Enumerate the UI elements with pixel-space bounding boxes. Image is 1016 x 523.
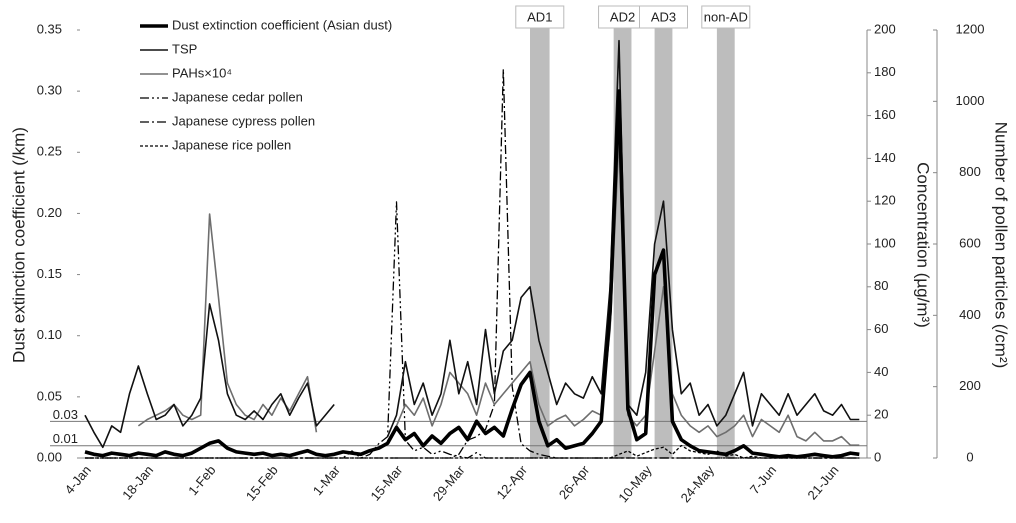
period-label: non-AD bbox=[704, 9, 748, 24]
y2-tick-label: 20 bbox=[874, 407, 888, 422]
x-tick-label: 4-Jan bbox=[62, 462, 94, 497]
y3-tick-label: 800 bbox=[959, 164, 981, 179]
legend-label: TSP bbox=[172, 41, 197, 56]
series-line bbox=[84, 89, 860, 459]
x-tick-label: 1-Feb bbox=[185, 462, 218, 498]
y2-tick-label: 200 bbox=[874, 21, 896, 36]
y2-tick-label: 80 bbox=[874, 278, 888, 293]
y2-tick-label: 120 bbox=[874, 193, 896, 208]
x-tick-label: 15-Mar bbox=[367, 462, 405, 504]
x-tick-label: 12-Apr bbox=[493, 462, 530, 502]
y-tick-label: 0.35 bbox=[37, 21, 62, 36]
y3-tick-label: 1200 bbox=[956, 21, 985, 36]
period-span bbox=[530, 28, 550, 458]
series-line bbox=[137, 136, 860, 446]
y-tick-label: 0.05 bbox=[37, 388, 62, 403]
y3-tick-label: 600 bbox=[959, 235, 981, 250]
legend-label: Japanese cedar pollen bbox=[172, 89, 303, 104]
period-label-box bbox=[639, 5, 688, 29]
y3-tick-label: 1000 bbox=[956, 93, 985, 108]
y2-tick-label: 160 bbox=[874, 107, 896, 122]
reference-label: 0.03 bbox=[53, 407, 78, 422]
y-tick-label: 0.20 bbox=[37, 205, 62, 220]
x-tick-label: 26-Apr bbox=[556, 462, 593, 502]
y3-tick-label: 0 bbox=[966, 449, 973, 464]
y3-axis-title: Number of pollen particles (/cm²) bbox=[992, 122, 1011, 369]
y-tick-label: 0.30 bbox=[37, 83, 62, 98]
y-axis-title: Dust extinction coefficient (/km) bbox=[9, 127, 28, 363]
series-line bbox=[85, 444, 860, 459]
y2-tick-label: 40 bbox=[874, 364, 888, 379]
x-tick-label: 10-May bbox=[615, 462, 655, 505]
x-tick-label: 21-Jun bbox=[804, 462, 841, 502]
y3-tick-label: 400 bbox=[959, 307, 981, 322]
legend-label: PAHs×10⁴ bbox=[172, 65, 232, 80]
y-tick-label: 0.00 bbox=[37, 449, 62, 464]
period-label-box bbox=[515, 5, 565, 29]
y-tick-label: 0.15 bbox=[37, 266, 62, 281]
y-tick-label: 0.10 bbox=[37, 327, 62, 342]
period-label: AD2 bbox=[610, 9, 635, 24]
y2-tick-label: 0 bbox=[874, 449, 881, 464]
period-label-box bbox=[701, 5, 751, 29]
x-tick-label: 15-Feb bbox=[243, 462, 281, 503]
legend-label: Japanese cypress pollen bbox=[172, 113, 315, 128]
x-tick-label: 18-Jan bbox=[119, 462, 156, 502]
legend-label: Japanese rice pollen bbox=[172, 137, 291, 152]
y2-tick-label: 60 bbox=[874, 321, 888, 336]
x-tick-label: 1-Mar bbox=[310, 462, 344, 498]
x-tick-label: 7-Jun bbox=[747, 462, 779, 497]
x-tick-label: 24-May bbox=[678, 462, 718, 505]
series-line bbox=[85, 201, 860, 459]
y2-tick-label: 140 bbox=[874, 150, 896, 165]
y2-tick-label: 180 bbox=[874, 64, 896, 79]
legend-label: Dust extinction coefficient (Asian dust) bbox=[172, 17, 392, 32]
y3-tick-label: 200 bbox=[959, 378, 981, 393]
reference-label: 0.01 bbox=[53, 431, 78, 446]
y2-tick-label: 100 bbox=[874, 235, 896, 250]
period-label: AD1 bbox=[527, 9, 552, 24]
period-label: AD3 bbox=[651, 9, 676, 24]
x-tick-label: 29-Mar bbox=[430, 462, 468, 504]
y2-axis-title: Concentration (µg/m³) bbox=[914, 162, 933, 328]
period-span bbox=[716, 28, 735, 458]
y-tick-label: 0.25 bbox=[37, 144, 62, 159]
